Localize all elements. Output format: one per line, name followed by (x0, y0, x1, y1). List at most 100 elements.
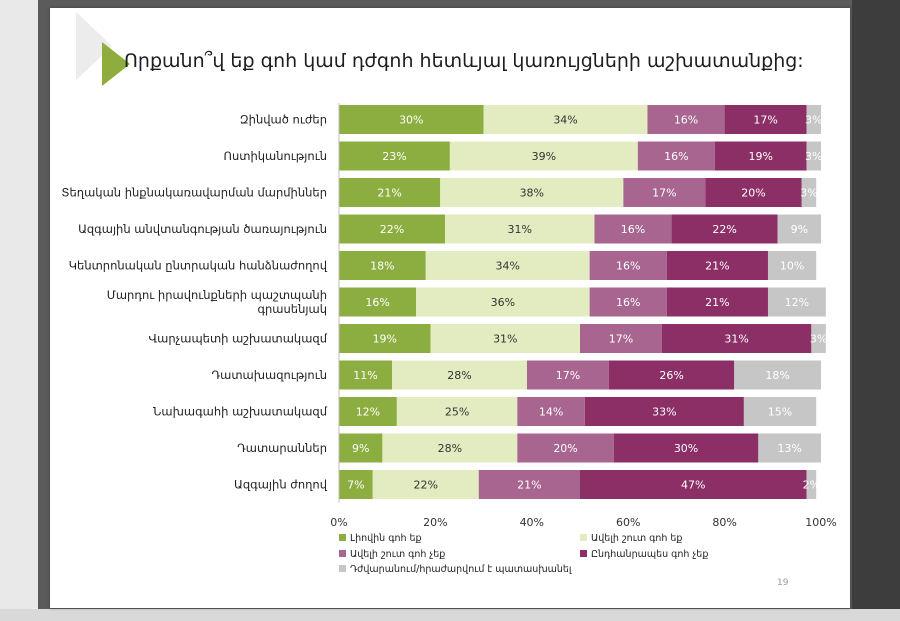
data-label: 22% (414, 479, 438, 492)
data-label: 21% (377, 187, 401, 200)
data-label: 47% (681, 479, 705, 492)
data-label: 10% (780, 260, 804, 273)
bar-segment (339, 324, 431, 353)
data-label: 9% (791, 223, 808, 236)
background-left (0, 0, 38, 621)
x-tick-label: 20% (423, 516, 447, 529)
bar-segment (589, 287, 667, 317)
bar-segment (440, 178, 624, 207)
data-label: 26% (659, 369, 683, 382)
data-label: 16% (365, 296, 389, 309)
bar-segment (526, 360, 609, 390)
data-label: 30% (399, 114, 423, 127)
x-tick-label: 0% (330, 516, 347, 529)
data-label: 33% (652, 406, 676, 419)
bar-segment (483, 105, 648, 134)
bar-segment (339, 470, 373, 499)
bar-segment (811, 324, 826, 353)
bar-segment (580, 324, 662, 353)
category-label: Վարչապետի աշխատակազմ (148, 332, 327, 346)
bar-segment (806, 105, 821, 134)
category-label: Ազգային անվտանգության ծառայություն (78, 222, 327, 236)
data-label: 3% (800, 187, 817, 200)
data-label: 16% (664, 150, 688, 163)
data-label: 17% (556, 369, 580, 382)
bar-segment (382, 433, 518, 463)
category-label: Կենտրոնական ընտրական հանձնաժողով (69, 259, 328, 273)
bar-segment (580, 470, 807, 499)
legend-swatch (580, 550, 587, 557)
data-label: 28% (447, 369, 471, 382)
legend-label: Դժվարանում/հրաժարվում է պատասխանել (350, 564, 572, 575)
data-label: 3% (810, 333, 827, 346)
legend-swatch (580, 534, 587, 541)
bar-segment (339, 360, 393, 390)
bar-segment (416, 287, 590, 317)
data-label: 23% (382, 150, 406, 163)
legend-label: Ընդհանրապես գոհ չեք (591, 549, 708, 560)
data-label: 28% (438, 442, 462, 455)
data-label: 16% (674, 114, 698, 127)
bar-segment (661, 324, 812, 353)
data-label: 17% (609, 333, 633, 346)
data-label: 31% (508, 223, 532, 236)
data-label: 36% (491, 296, 515, 309)
page-number: 19 (777, 578, 789, 588)
category-label: Դատախազություն (211, 368, 327, 382)
data-label: 38% (520, 187, 544, 200)
data-label: 11% (353, 369, 377, 382)
bar-segment (758, 433, 821, 463)
bar-segment (608, 360, 735, 390)
legend-swatch (339, 550, 346, 557)
bar-segment (584, 397, 744, 426)
legend-label: Ավելի շուտ գոհ չեք (350, 549, 445, 560)
slide-title: Որքանո՞վ եք գոհ կամ դժգոհ հետևյալ կառույ… (124, 50, 804, 72)
bar-segment (666, 251, 768, 280)
bar-segment (671, 214, 778, 244)
x-tick-label: 40% (520, 516, 544, 529)
data-label: 22% (380, 223, 404, 236)
bar-segment (339, 141, 450, 171)
category-label: Տեղական ինքնակառավարման մարմիններ (61, 186, 327, 200)
bar-segment (339, 251, 426, 280)
bar-segment (637, 141, 715, 171)
data-label: 16% (621, 223, 645, 236)
bar-segment (339, 105, 484, 134)
legend-swatch (339, 565, 346, 572)
data-label: 19% (749, 150, 773, 163)
bar-segment (777, 214, 821, 244)
bar-segment (372, 470, 479, 499)
data-label: 21% (705, 296, 729, 309)
x-tick-label: 80% (712, 516, 736, 529)
data-label: 18% (765, 369, 789, 382)
bar-segment (339, 178, 441, 207)
data-label: 2% (803, 479, 820, 492)
bar-segment (806, 141, 821, 171)
bar-segment (613, 433, 759, 463)
data-label: 9% (352, 442, 369, 455)
bar-segment (724, 105, 807, 134)
category-label: Ոստիկանություն (224, 149, 327, 163)
data-label: 21% (517, 479, 541, 492)
bar-segment (517, 397, 585, 426)
data-label: 13% (777, 442, 801, 455)
bar-segment (714, 141, 807, 171)
bar-segment (594, 214, 672, 244)
background-right (852, 0, 900, 621)
bar-segment (806, 470, 817, 499)
bar-segment (425, 251, 590, 280)
data-label: 34% (495, 260, 519, 273)
data-label: 18% (370, 260, 394, 273)
data-label: 31% (493, 333, 517, 346)
slide: Որքանո՞վ եք գոհ կամ դժգոհ հետևյալ կառույ… (50, 8, 850, 608)
data-label: 30% (674, 442, 698, 455)
bar-segment (449, 141, 638, 171)
category-label: Դատարաններ (237, 441, 327, 455)
category-label: Նախագահի աշխատակազմ (153, 405, 328, 419)
data-label: 14% (539, 406, 563, 419)
category-label: Զինված ուժեր (240, 113, 327, 127)
x-tick-label: 60% (616, 516, 640, 529)
bar-segment (339, 214, 446, 244)
bar-segment (392, 360, 527, 390)
bar-segment (517, 433, 614, 463)
